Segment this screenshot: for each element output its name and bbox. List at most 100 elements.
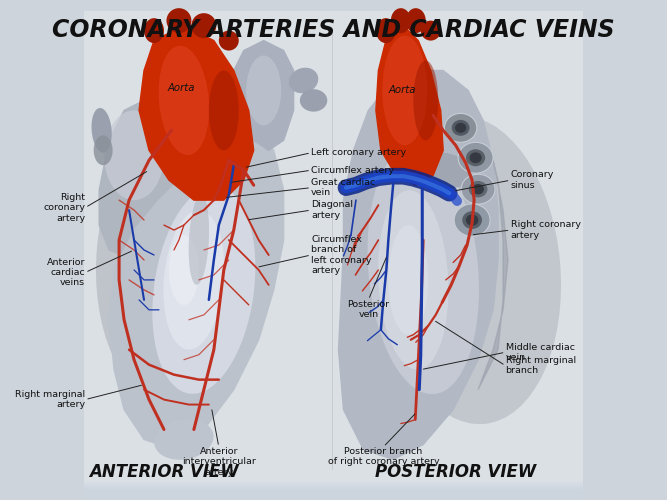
Ellipse shape — [378, 190, 448, 370]
Ellipse shape — [382, 36, 428, 146]
Bar — [84, 310, 583, 486]
Text: Diagonal
artery: Diagonal artery — [311, 200, 353, 220]
Ellipse shape — [391, 8, 411, 33]
Bar — [84, 40, 583, 480]
Ellipse shape — [154, 419, 213, 460]
Ellipse shape — [388, 225, 428, 335]
Text: Right marginal
artery: Right marginal artery — [15, 390, 85, 409]
Polygon shape — [233, 40, 293, 150]
Bar — [84, 220, 583, 483]
Ellipse shape — [452, 120, 470, 136]
Bar — [84, 320, 583, 486]
Ellipse shape — [472, 184, 484, 194]
Ellipse shape — [104, 110, 164, 200]
Ellipse shape — [209, 70, 239, 150]
Text: Aorta: Aorta — [389, 86, 416, 96]
Bar — [84, 160, 583, 482]
Ellipse shape — [163, 210, 224, 350]
Text: POSTERIOR VIEW: POSTERIOR VIEW — [375, 463, 536, 481]
Bar — [84, 110, 583, 482]
Bar — [84, 410, 583, 488]
Bar — [84, 250, 583, 484]
Bar — [84, 80, 583, 481]
Text: Posterior branch
of right coronary artery: Posterior branch of right coronary arter… — [327, 447, 439, 466]
Text: Circumflex artery: Circumflex artery — [311, 166, 394, 174]
Bar — [84, 400, 583, 488]
Bar — [84, 480, 583, 489]
Bar — [84, 330, 583, 486]
Bar — [84, 340, 583, 486]
Bar — [84, 270, 583, 484]
Ellipse shape — [454, 204, 490, 236]
Text: ANTERIOR VIEW: ANTERIOR VIEW — [89, 463, 239, 481]
Bar — [84, 260, 583, 484]
Ellipse shape — [289, 68, 318, 94]
Bar — [84, 170, 583, 483]
Ellipse shape — [462, 211, 482, 229]
Bar — [84, 90, 583, 481]
Polygon shape — [338, 70, 498, 460]
Ellipse shape — [368, 146, 479, 394]
Text: Anterior
interventricular
artery: Anterior interventricular artery — [182, 447, 255, 477]
Ellipse shape — [444, 114, 477, 142]
Text: Aorta: Aorta — [167, 83, 195, 93]
Text: Right
coronary
artery: Right coronary artery — [43, 192, 85, 222]
Bar — [84, 440, 583, 488]
Ellipse shape — [461, 174, 495, 204]
Ellipse shape — [189, 195, 209, 285]
Bar — [84, 70, 583, 481]
Text: Anterior
cardiac
veins: Anterior cardiac veins — [47, 258, 85, 288]
Ellipse shape — [93, 136, 113, 165]
Bar — [84, 460, 583, 488]
Text: Coronary
sinus: Coronary sinus — [510, 170, 554, 190]
Bar — [84, 350, 583, 486]
Bar — [84, 210, 583, 483]
Ellipse shape — [466, 214, 478, 226]
Bar — [84, 100, 583, 482]
Bar — [84, 290, 583, 485]
Ellipse shape — [300, 89, 327, 112]
Ellipse shape — [470, 152, 482, 163]
Ellipse shape — [159, 46, 209, 155]
Bar — [84, 130, 583, 482]
Ellipse shape — [167, 8, 191, 33]
Bar — [84, 430, 583, 488]
Bar — [84, 380, 583, 487]
Ellipse shape — [214, 116, 253, 165]
Ellipse shape — [91, 108, 112, 152]
Ellipse shape — [169, 235, 199, 305]
Polygon shape — [139, 26, 253, 200]
Bar — [84, 200, 583, 484]
Polygon shape — [99, 100, 184, 260]
Bar — [84, 300, 583, 486]
Ellipse shape — [144, 18, 164, 43]
Ellipse shape — [96, 106, 267, 404]
Ellipse shape — [421, 20, 441, 40]
Ellipse shape — [219, 30, 239, 50]
Ellipse shape — [380, 116, 561, 424]
Ellipse shape — [152, 186, 255, 394]
Polygon shape — [109, 100, 283, 450]
Ellipse shape — [458, 142, 493, 173]
Text: Left coronary artery: Left coronary artery — [311, 148, 406, 158]
Text: Circumflex
branch of
left coronary
artery: Circumflex branch of left coronary arter… — [311, 235, 372, 275]
Text: Right marginal
branch: Right marginal branch — [506, 356, 576, 376]
Text: Middle cardiac
vein: Middle cardiac vein — [506, 342, 574, 362]
Ellipse shape — [246, 56, 281, 126]
Polygon shape — [478, 160, 508, 390]
Bar — [84, 190, 583, 483]
Ellipse shape — [406, 8, 426, 33]
Bar — [84, 140, 583, 482]
Bar — [84, 180, 583, 483]
Ellipse shape — [376, 18, 396, 43]
Bar — [84, 360, 583, 486]
Text: Posterior
vein: Posterior vein — [348, 300, 390, 320]
Bar — [84, 470, 583, 488]
Ellipse shape — [191, 13, 216, 38]
Bar — [84, 240, 583, 484]
Bar — [84, 490, 583, 500]
Bar — [84, 60, 583, 480]
Bar — [84, 280, 583, 485]
Text: Right coronary
artery: Right coronary artery — [510, 220, 580, 240]
Ellipse shape — [455, 123, 466, 133]
